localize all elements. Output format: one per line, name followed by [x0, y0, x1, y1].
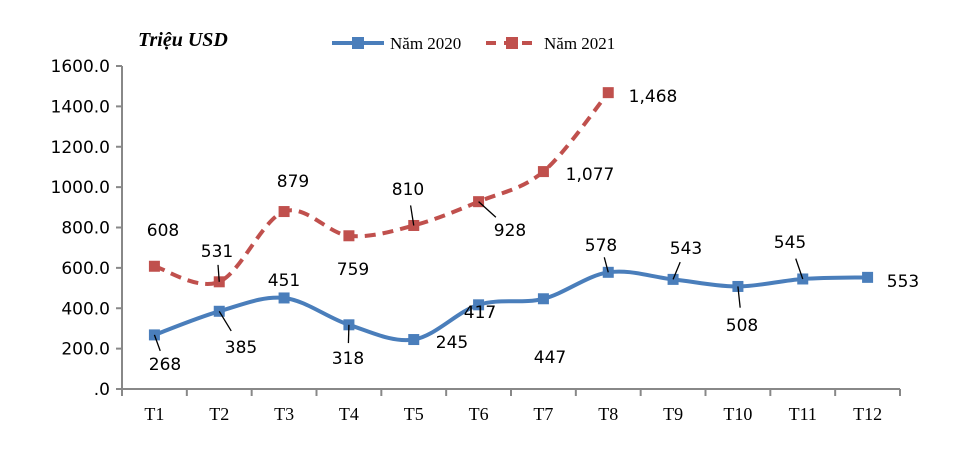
data-label: 578: [585, 236, 617, 256]
data-point: [278, 206, 290, 218]
data-label: 417: [464, 303, 496, 323]
leader-line: [737, 286, 741, 308]
data-label: 879: [277, 172, 309, 192]
leader-line: [409, 205, 415, 226]
data-label: 810: [392, 180, 424, 200]
data-label: 928: [494, 221, 526, 241]
data-point: [148, 260, 160, 272]
leader-line: [603, 257, 609, 273]
data-point: [537, 166, 549, 178]
x-tick-label: T6: [469, 404, 489, 424]
x-tick-label: T3: [274, 404, 294, 424]
data-point: [343, 230, 355, 242]
leader-line: [217, 264, 220, 282]
data-label: 543: [670, 239, 702, 259]
series-line-0: [153, 269, 868, 343]
x-tick-label: T11: [789, 404, 817, 424]
data-label: 531: [201, 242, 233, 262]
data-label: 759: [337, 260, 369, 280]
data-point: [602, 87, 614, 99]
x-tick-label: T12: [853, 404, 882, 424]
legend-marker: [506, 37, 518, 49]
x-tick-label: T9: [663, 404, 683, 424]
y-tick-label: 400.0: [61, 299, 110, 319]
x-tick-label: T7: [533, 404, 553, 424]
data-label: 1,077: [566, 165, 615, 185]
y-tick-label: 200.0: [61, 340, 110, 360]
leader-line: [478, 201, 497, 218]
data-label: 268: [149, 355, 181, 375]
x-tick-label: T8: [598, 404, 618, 424]
data-label: 545: [774, 233, 806, 253]
legend-marker: [352, 37, 364, 49]
data-point: [473, 299, 485, 311]
legend-label: Năm 2021: [544, 34, 615, 53]
x-tick-label: T2: [209, 404, 229, 424]
leader-line: [672, 261, 681, 280]
data-label: 508: [726, 316, 758, 336]
data-point: [537, 293, 549, 305]
y-tick-label: 1000.0: [51, 178, 110, 198]
y-tick-label: .0: [94, 380, 110, 400]
leader-line: [218, 310, 232, 332]
x-tick-label: T5: [404, 404, 424, 424]
data-label: 553: [887, 272, 919, 292]
data-label: 245: [436, 333, 468, 353]
data-point: [408, 334, 420, 346]
data-label: 447: [534, 348, 566, 368]
y-tick-label: 600.0: [61, 259, 110, 279]
x-tick-label: T10: [723, 404, 752, 424]
legend-label: Năm 2020: [390, 34, 461, 53]
y-axis-label: Triệu USD: [138, 29, 228, 51]
y-tick-label: 1200.0: [51, 138, 110, 158]
y-tick-label: 800.0: [61, 219, 110, 239]
data-label: 1,468: [629, 87, 678, 107]
leader-line: [795, 258, 804, 280]
data-label: 385: [225, 338, 257, 358]
data-point: [862, 271, 874, 283]
x-tick-label: T4: [339, 404, 359, 424]
data-point: [278, 292, 290, 304]
leader-line: [347, 324, 350, 344]
data-label: 318: [332, 349, 364, 369]
data-label: 608: [147, 221, 179, 241]
y-tick-label: 1400.0: [51, 97, 110, 117]
data-label: 451: [268, 271, 300, 291]
series-line-1: [153, 91, 610, 286]
y-tick-label: 1600.0: [51, 57, 110, 77]
x-tick-label: T1: [144, 404, 164, 424]
leader-line: [153, 334, 161, 352]
